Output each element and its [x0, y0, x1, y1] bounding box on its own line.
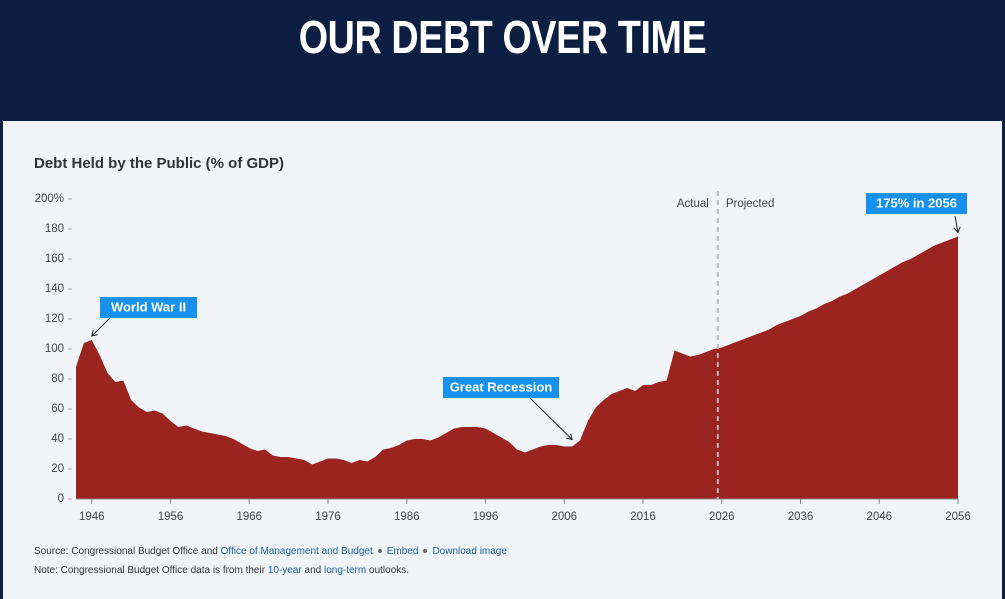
- divider-label: Actual: [677, 198, 709, 210]
- annotation-box: [100, 297, 197, 318]
- chart: Debt Held by the Public (% of GDP) 0 20 40…: [34, 155, 971, 523]
- note-link[interactable]: long-term: [323, 565, 367, 576]
- annotation-arrow: [529, 397, 573, 440]
- y-tick-label: 160: [45, 253, 64, 265]
- note-text: Note: Congressional Budget Office data i…: [34, 565, 266, 576]
- x-tick-label: 1966: [236, 511, 262, 523]
- y-tick-label: 80: [51, 373, 64, 385]
- x-tick-label: 2026: [709, 511, 735, 523]
- note-text: outlooks.: [369, 565, 410, 576]
- header: OUR DEBT OVER TIME: [0, 0, 1005, 121]
- annotation-box: [443, 377, 559, 398]
- arrow-head: [91, 330, 98, 337]
- x-tick-label: 2036: [788, 511, 814, 523]
- note-text: and: [304, 565, 322, 576]
- source-text: Source: Congressional Budget Office and: [34, 546, 218, 557]
- page-title: OUR DEBT OVER TIME: [298, 11, 707, 63]
- y-tick-label: 180: [45, 223, 64, 235]
- y-tick-label: 100: [45, 343, 64, 355]
- annotation-label: World War II: [111, 299, 186, 314]
- source-line: Source: Congressional Budget Office and …: [34, 546, 507, 557]
- x-tick-label: 2016: [630, 511, 656, 523]
- annotation-label: 175% in 2056: [876, 195, 957, 210]
- x-tick-label: 2056: [945, 511, 971, 523]
- separator: [377, 549, 382, 554]
- annotation-box: [866, 193, 967, 214]
- note-line: Note: Congressional Budget Office data i…: [34, 565, 409, 576]
- x-tick-label: 1946: [79, 511, 105, 523]
- source-link[interactable]: Office of Management and Budget: [220, 546, 373, 557]
- divider-label: Projected: [726, 198, 775, 210]
- y-tick-label: 60: [51, 403, 64, 415]
- annotation-label: Great Recession: [450, 379, 553, 394]
- annotation-arrow: [954, 215, 959, 233]
- y-tick-label: 140: [45, 283, 64, 295]
- y-tick-label: 120: [45, 313, 64, 325]
- y-tick-label: 0: [58, 493, 64, 505]
- arrow-head: [566, 433, 573, 441]
- x-tick-label: 1956: [158, 511, 184, 523]
- chart-title: Debt Held by the Public (% of GDP): [34, 155, 284, 172]
- note-link[interactable]: 10-year: [267, 565, 302, 576]
- download-link[interactable]: Download image: [432, 546, 507, 557]
- area: [76, 236, 958, 499]
- x-tick-label: 1976: [315, 511, 341, 523]
- annotation-arrow: [91, 317, 111, 337]
- x-tick-label: 2006: [551, 511, 577, 523]
- x-tick-label: 1986: [394, 511, 420, 523]
- y-tick-label: 20: [51, 463, 64, 475]
- arrow-head: [953, 226, 961, 234]
- y-tick-label: 40: [51, 433, 64, 445]
- embed-link[interactable]: Embed: [386, 546, 419, 557]
- y-tick-label: 200%: [35, 193, 64, 205]
- x-tick-label: 2046: [866, 511, 892, 523]
- x-tick-label: 1996: [473, 511, 499, 523]
- separator: [423, 549, 428, 554]
